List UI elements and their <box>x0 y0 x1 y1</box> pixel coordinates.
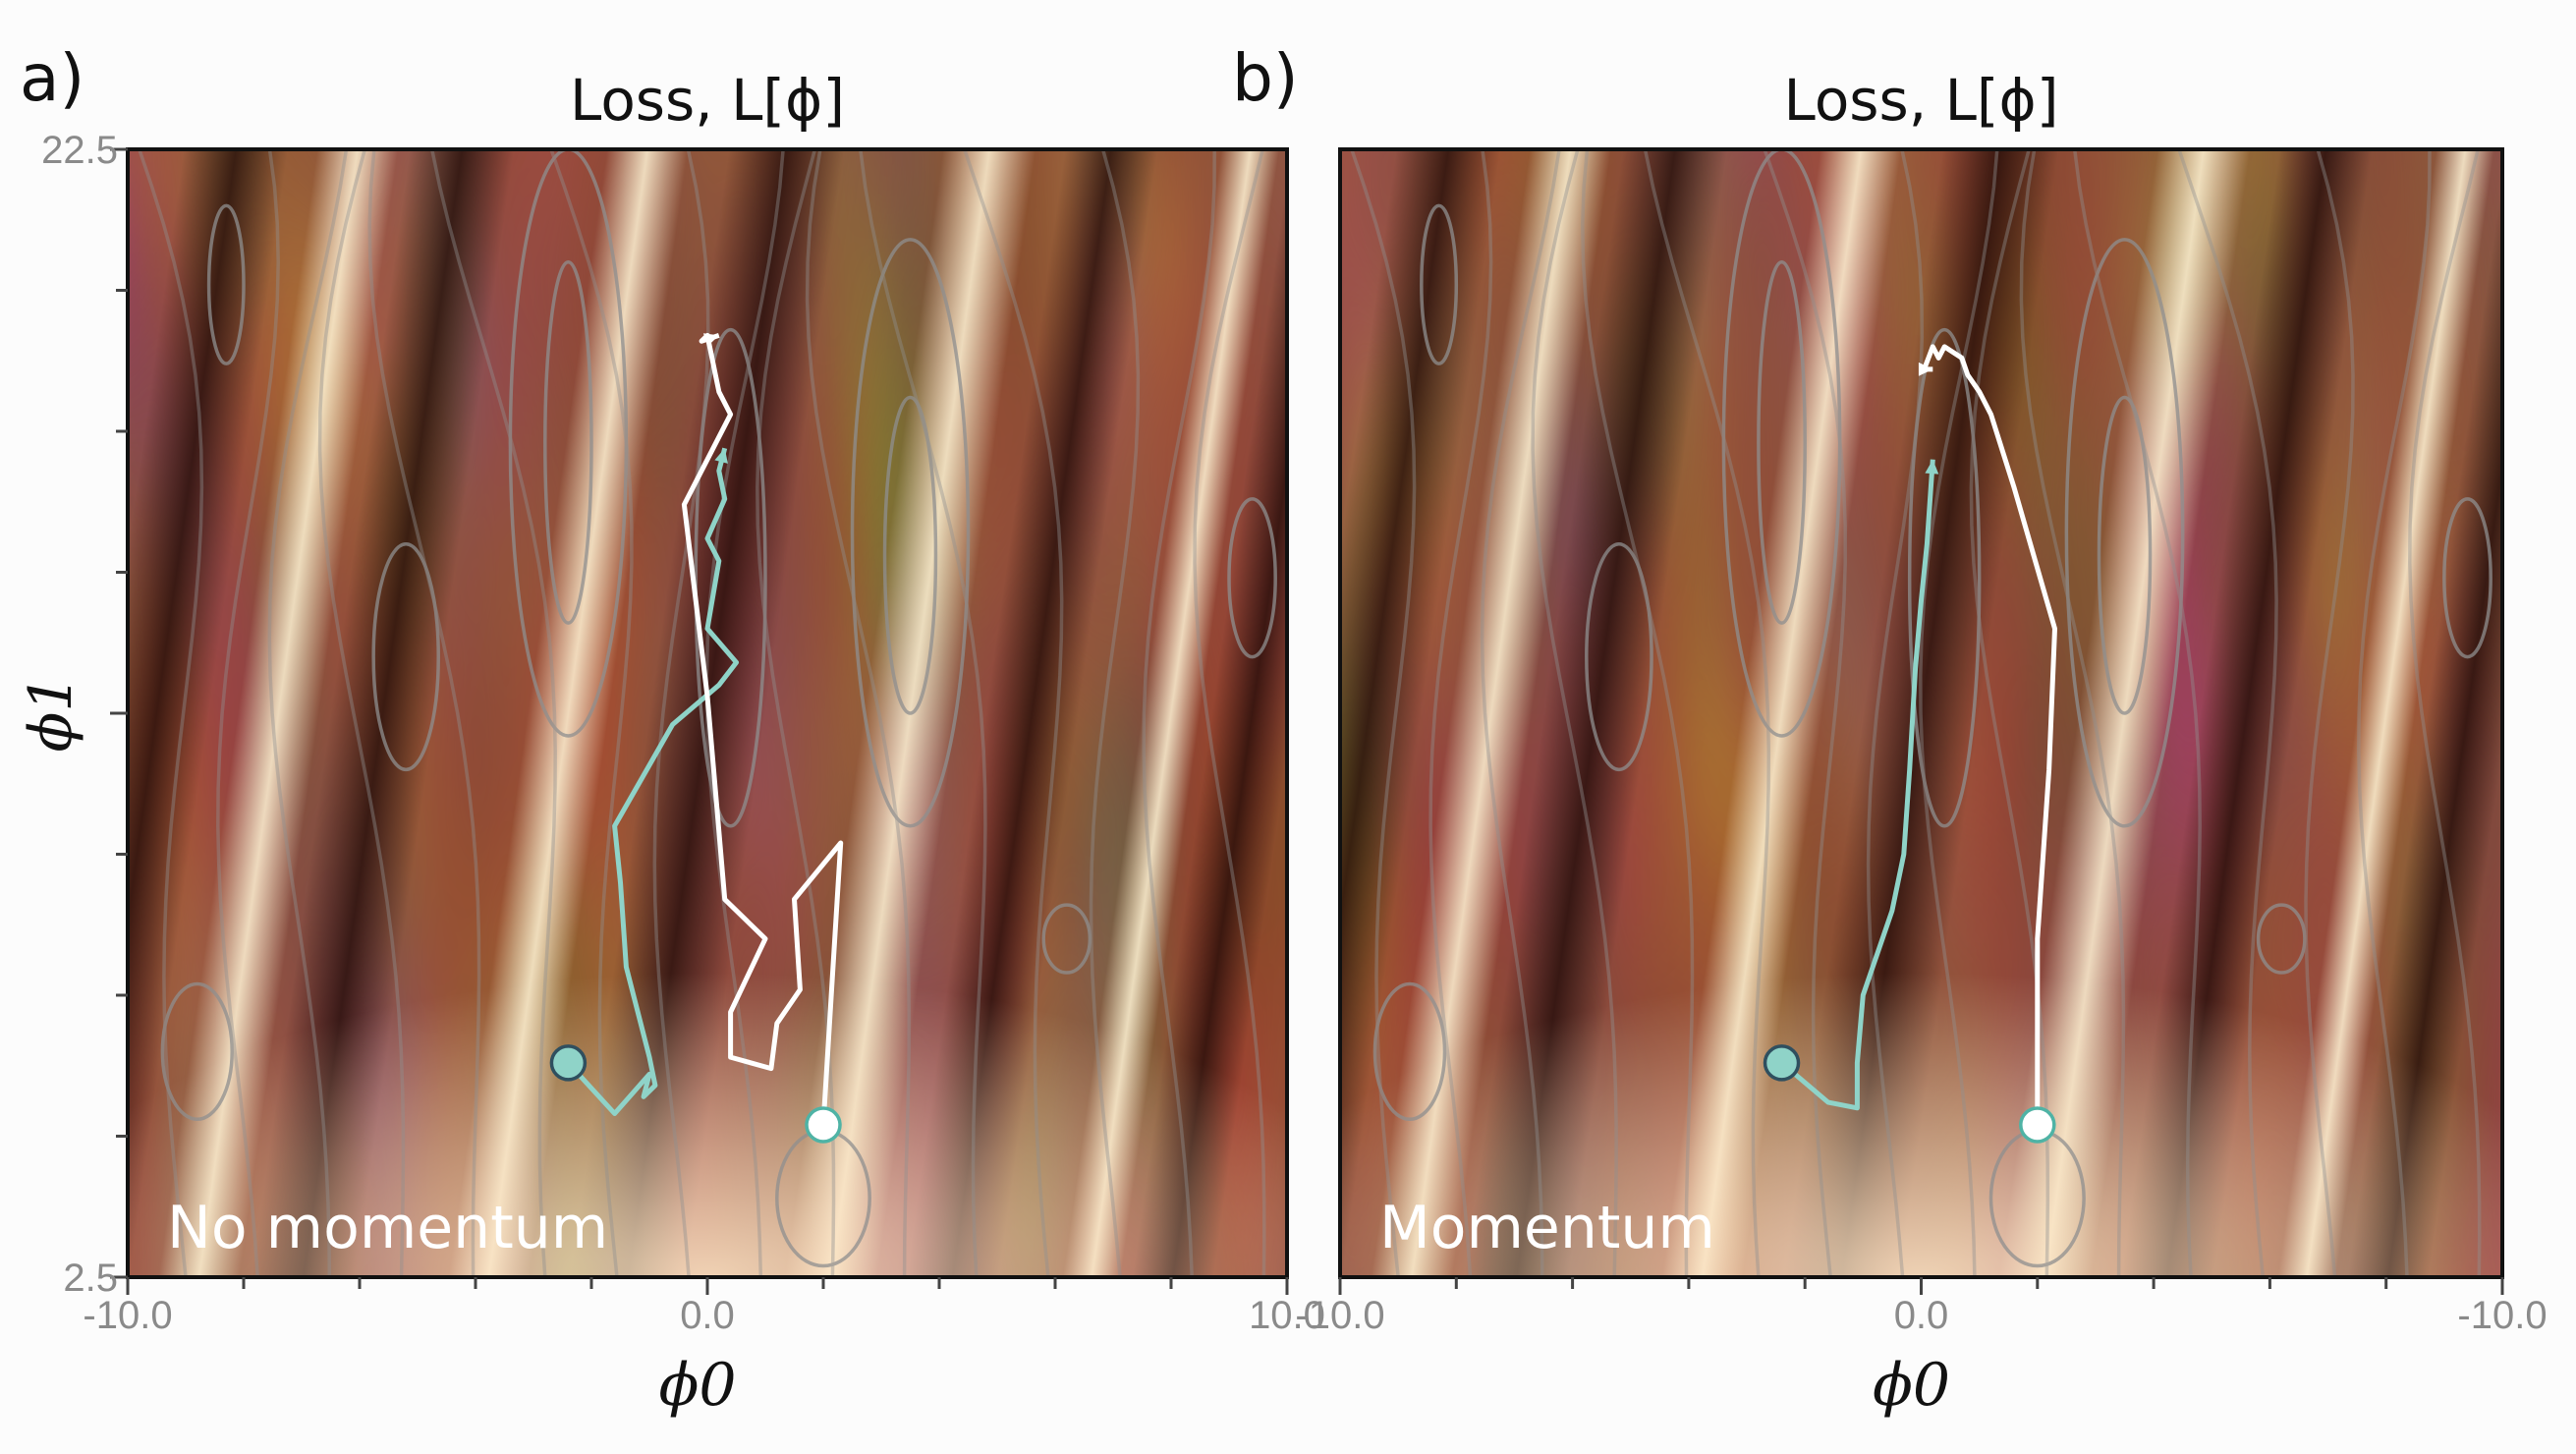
start-point-0 <box>1763 1044 1801 1082</box>
corner-label: Momentum <box>1379 1194 1715 1262</box>
y-tick-label: 22.5 <box>41 129 118 172</box>
corner-label: No momentum <box>167 1194 608 1262</box>
optimization-paths <box>1763 344 2057 1144</box>
x-axis-label: ϕ0 <box>1873 1351 1950 1420</box>
chart-title: Loss, L[ϕ] <box>570 67 845 134</box>
start-point-0 <box>549 1044 588 1082</box>
y-axis-label: ϕ1 <box>17 674 85 752</box>
axis-ticks <box>110 147 1289 1295</box>
series-path-1 <box>681 332 844 1126</box>
loss-surface <box>128 149 1287 1277</box>
series-path-0 <box>566 447 739 1116</box>
contour-lines <box>1350 149 2492 1277</box>
axis-ticks <box>1338 1277 2504 1295</box>
optimization-paths <box>549 332 844 1144</box>
start-point-1 <box>805 1106 842 1144</box>
x-tick-label: 10.0 <box>1249 1294 1325 1337</box>
y-tick-label: 2.5 <box>63 1257 118 1300</box>
panel-a: a) Loss, L[ϕ] -10.0 0.0 10.0 22.5 2.5 ϕ0 ϕ1 No mo… <box>17 40 1325 1420</box>
series-path-1 <box>1922 344 2057 1125</box>
chart-title: Loss, L[ϕ] <box>1784 67 2059 134</box>
series-arrowhead-1 <box>1918 362 1933 376</box>
series-arrowhead-0 <box>714 448 728 464</box>
x-tick-label: -10.0 <box>1295 1294 1384 1337</box>
panel-b: b) Loss, L[ϕ] -10.0 0.0 -10.0 ϕ0 Momentum <box>1232 40 2548 1420</box>
panel-label: b) <box>1232 40 1299 116</box>
x-axis-label: ϕ0 <box>658 1351 736 1420</box>
loss-surface <box>1340 149 2502 1277</box>
start-point-1 <box>2019 1106 2056 1144</box>
series-arrowhead-0 <box>1925 459 1939 475</box>
series-path-0 <box>1779 459 1935 1111</box>
x-tick-label: -10.0 <box>2457 1294 2547 1337</box>
x-tick-label: 0.0 <box>1894 1294 1949 1337</box>
panel-label: a) <box>20 40 84 116</box>
x-tick-label: -10.0 <box>83 1294 172 1337</box>
series-arrowhead-1 <box>702 333 719 347</box>
x-tick-label: 0.0 <box>680 1294 735 1337</box>
